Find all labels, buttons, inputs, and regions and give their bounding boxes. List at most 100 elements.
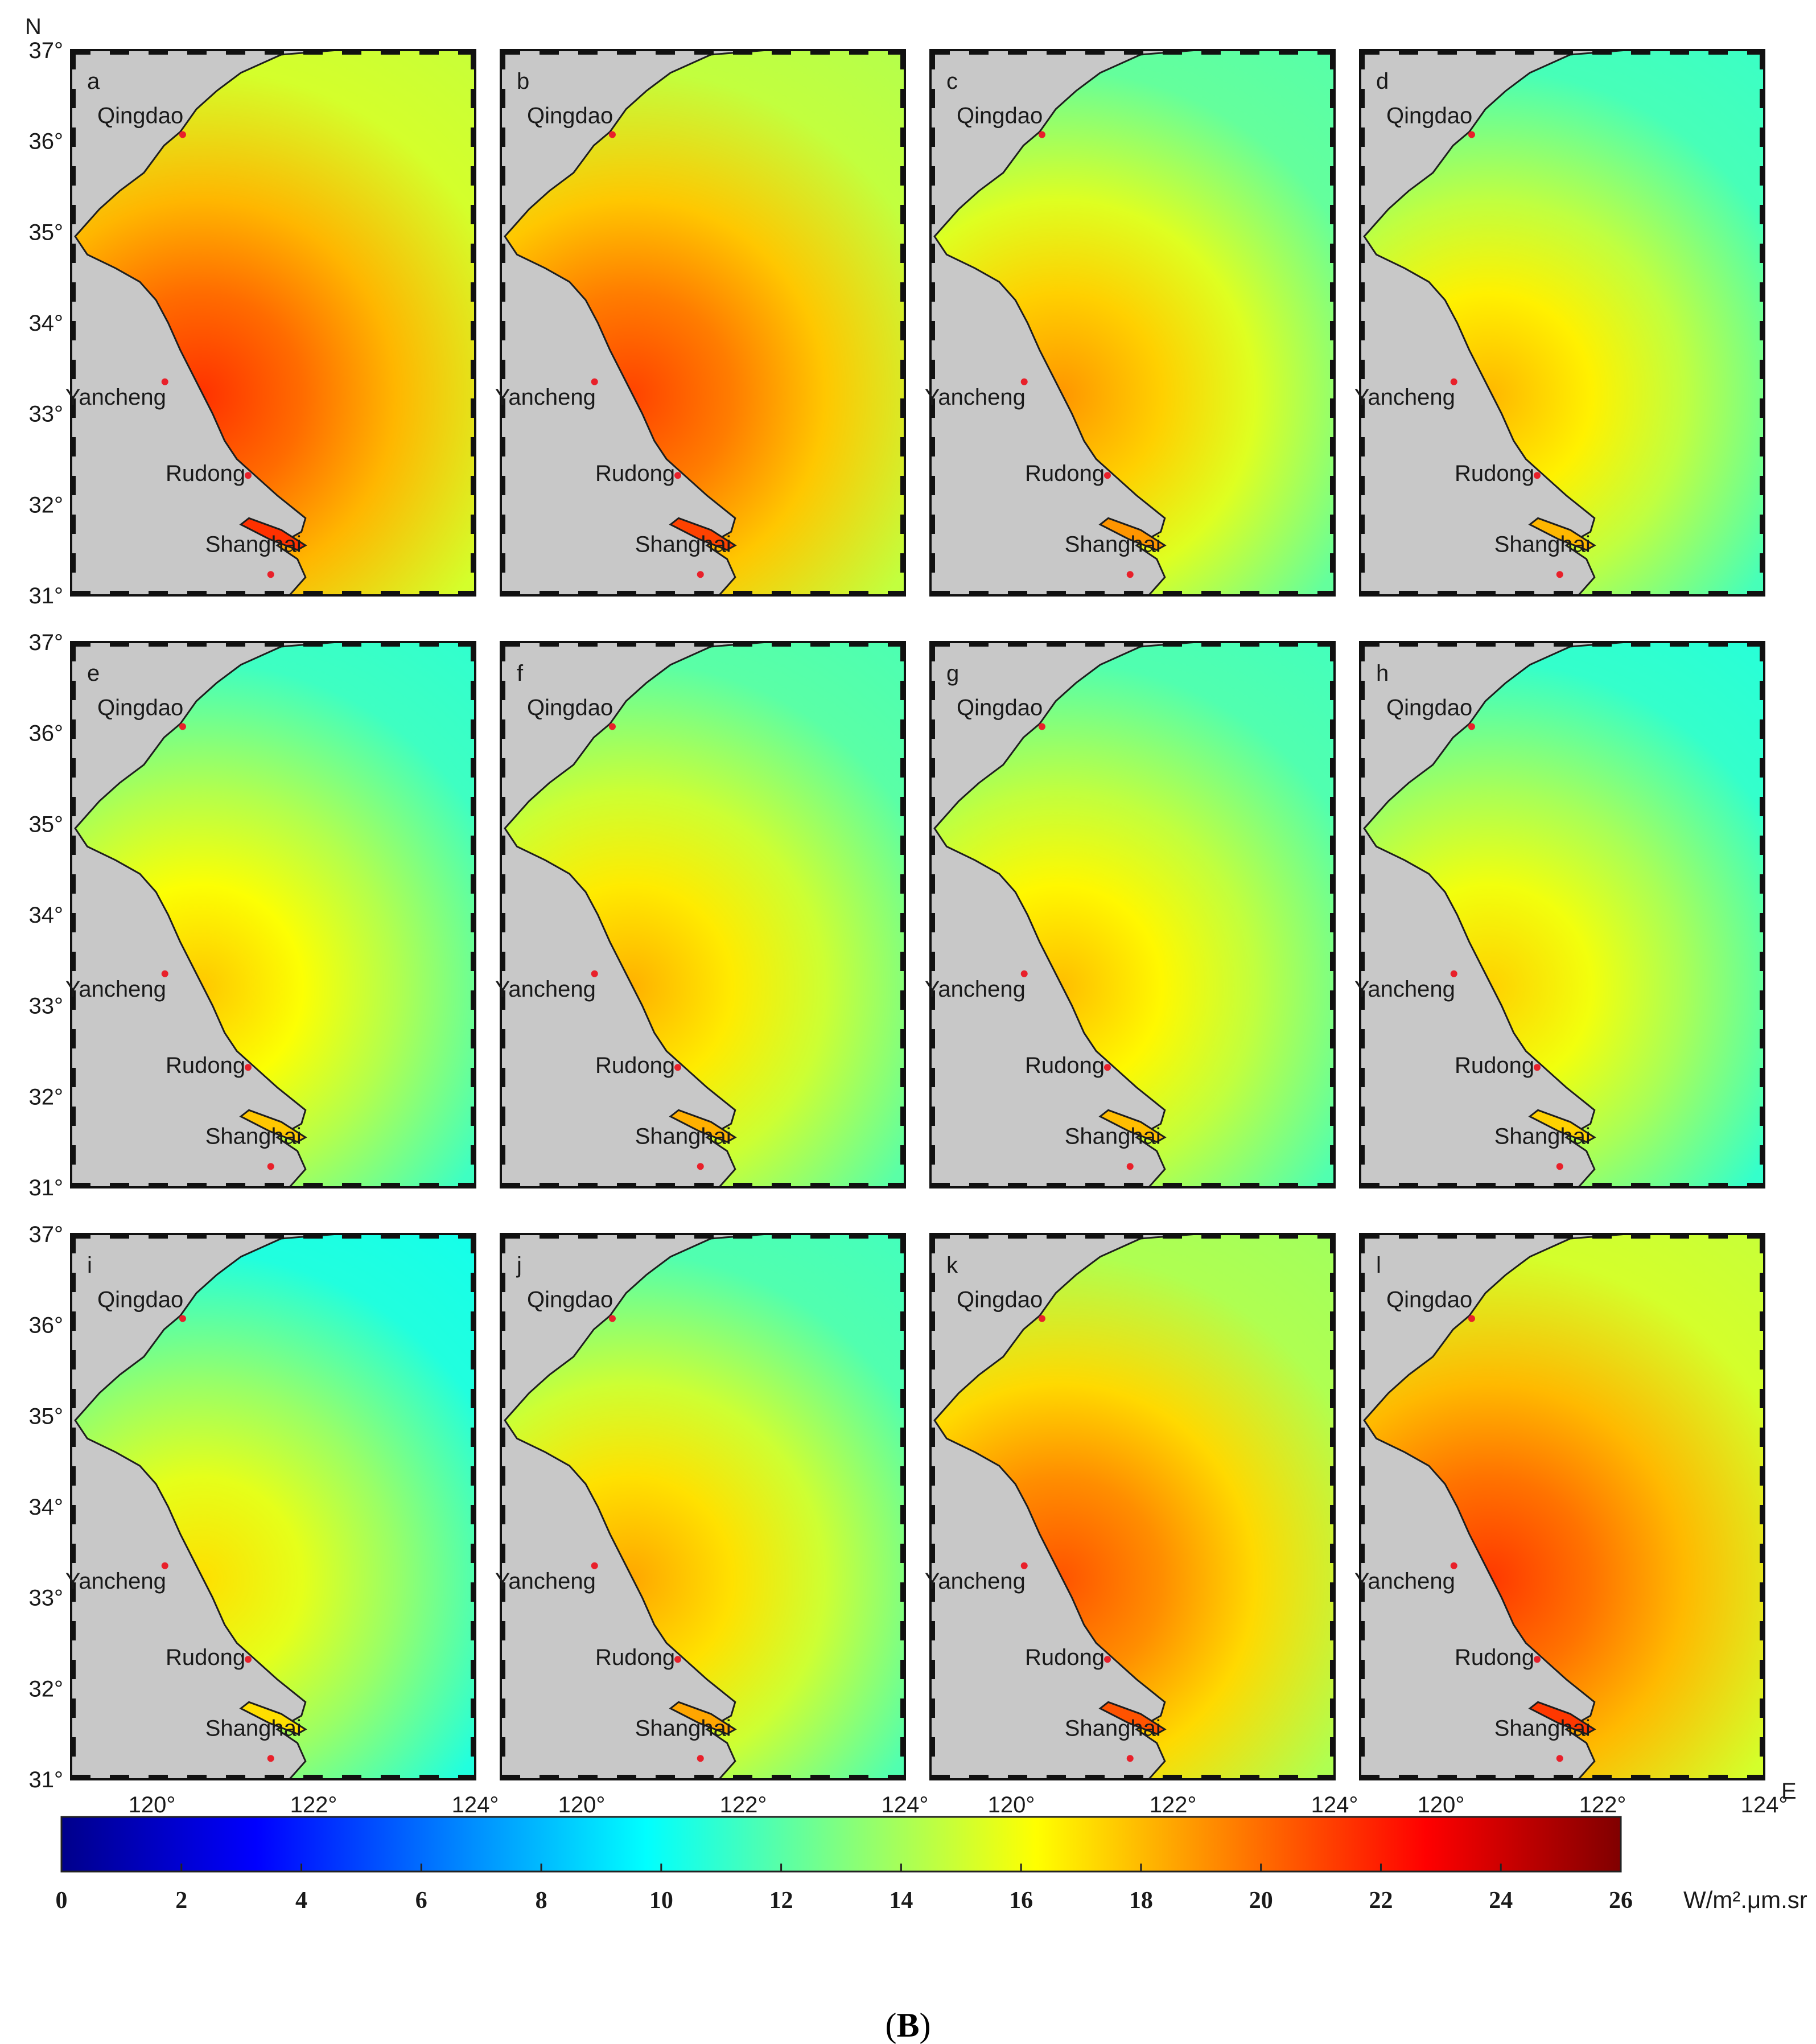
lat-tick-label: 34°: [29, 903, 64, 928]
lat-tick-label: 33°: [29, 994, 64, 1019]
colorbar-tick-label: 6: [415, 1887, 427, 1914]
city-label-qingdao: Qingdao: [957, 103, 1043, 128]
city-marker: [179, 1315, 186, 1322]
lat-tick-label: 35°: [29, 812, 64, 837]
city-label-qingdao: Qingdao: [1386, 103, 1472, 128]
city-marker: [267, 1755, 274, 1762]
city-marker: [1103, 1656, 1111, 1663]
city-marker: [1556, 1755, 1563, 1762]
city-marker: [608, 723, 616, 730]
island: [669, 1701, 737, 1735]
city-marker: [1450, 378, 1457, 385]
city-marker: [1533, 1656, 1541, 1663]
caption-letter: B: [896, 2006, 920, 2044]
map-panel-d: d Qingdao Yancheng Rudong Shanghai: [1354, 49, 1765, 597]
city-label-rudong: Rudong: [595, 1053, 675, 1078]
city-marker: [267, 571, 274, 578]
lat-tick-label: 37°: [29, 38, 64, 63]
city-marker: [161, 1562, 168, 1569]
panel-letter: h: [1376, 661, 1389, 686]
city-label-yancheng: Yancheng: [65, 1569, 166, 1594]
lat-tick-label: 35°: [29, 220, 64, 245]
colorbar-tick-label: 16: [1009, 1887, 1033, 1914]
lon-tick-label: 120°: [558, 1792, 606, 1817]
city-label-yancheng: Yancheng: [65, 385, 166, 410]
map-panel-g: g Qingdao Yancheng Rudong Shanghai: [925, 641, 1336, 1188]
city-label-rudong: Rudong: [1455, 461, 1534, 486]
city-marker: [1533, 472, 1541, 479]
city-label-rudong: Rudong: [166, 461, 245, 486]
lat-tick-label: 33°: [29, 402, 64, 427]
map-panel-c: c Qingdao Yancheng Rudong Shanghai: [925, 49, 1336, 597]
city-marker: [1468, 1315, 1475, 1322]
lon-tick-label: 122°: [1150, 1792, 1197, 1817]
city-label-shanghai: Shanghai: [635, 1124, 731, 1149]
colorbar-tick-label: 18: [1129, 1887, 1153, 1914]
city-label-yancheng: Yancheng: [1354, 385, 1455, 410]
city-label-shanghai: Shanghai: [205, 1124, 302, 1149]
lat-tick-label: 31°: [29, 583, 64, 608]
island: [1098, 1701, 1167, 1735]
colorbar-tick-label: 14: [889, 1887, 913, 1914]
island: [239, 517, 307, 551]
lat-tick-label: 34°: [29, 311, 64, 336]
city-label-shanghai: Shanghai: [1065, 532, 1161, 557]
north-label: N: [25, 14, 42, 39]
map-panel-h: h Qingdao Yancheng Rudong Shanghai: [1354, 641, 1765, 1188]
city-marker: [1126, 1755, 1134, 1762]
panel-letter: i: [87, 1253, 92, 1278]
lat-tick-label: 32°: [29, 1676, 64, 1701]
caption-open: (: [885, 2006, 897, 2044]
city-label-qingdao: Qingdao: [97, 103, 183, 128]
island: [1098, 1109, 1167, 1143]
city-label-shanghai: Shanghai: [1065, 1124, 1161, 1149]
city-label-qingdao: Qingdao: [97, 695, 183, 720]
map-panel-e: e Qingdao Yancheng Rudong Shanghai 31° 32° 33° 3…: [29, 630, 476, 1200]
island: [669, 517, 737, 551]
city-label-rudong: Rudong: [166, 1053, 245, 1078]
panel-letter: l: [1376, 1253, 1381, 1278]
colorbar-tick-label: 24: [1489, 1887, 1513, 1914]
colorbar-tick-label: 20: [1249, 1887, 1273, 1914]
city-marker: [1126, 571, 1134, 578]
city-label-shanghai: Shanghai: [205, 532, 302, 557]
colorbar-unit: W/m².μm.sr: [1683, 1886, 1807, 1913]
city-label-shanghai: Shanghai: [1494, 1716, 1591, 1741]
city-marker: [1103, 472, 1111, 479]
colorbar-tick-label: 4: [295, 1887, 307, 1914]
city-marker: [697, 1163, 704, 1170]
figure-caption: (B): [0, 2008, 1816, 2042]
colorbar-tick-label: 10: [649, 1887, 673, 1914]
city-label-shanghai: Shanghai: [635, 1716, 731, 1741]
island: [1528, 517, 1596, 551]
city-label-yancheng: Yancheng: [925, 1569, 1026, 1594]
lon-tick-label: 124°: [452, 1792, 499, 1817]
city-marker: [1038, 1315, 1045, 1322]
panel-letter: a: [87, 69, 100, 94]
island: [1528, 1109, 1596, 1143]
city-label-qingdao: Qingdao: [957, 695, 1043, 720]
city-label-yancheng: Yancheng: [1354, 977, 1455, 1002]
panel-letter: f: [517, 661, 524, 686]
city-marker: [1020, 970, 1028, 977]
colorbar-tick-label: 26: [1609, 1887, 1633, 1914]
city-label-rudong: Rudong: [1025, 1053, 1105, 1078]
city-marker: [1533, 1064, 1541, 1071]
lat-tick-label: 35°: [29, 1404, 64, 1429]
lon-tick-label: 120°: [988, 1792, 1035, 1817]
city-label-yancheng: Yancheng: [1354, 1569, 1455, 1594]
city-label-rudong: Rudong: [1025, 461, 1105, 486]
lon-tick-label: 124°: [1311, 1792, 1358, 1817]
city-label-yancheng: Yancheng: [495, 977, 596, 1002]
city-marker: [1556, 1163, 1563, 1170]
lat-tick-label: 31°: [29, 1767, 64, 1792]
lat-tick-label: 36°: [29, 129, 64, 154]
city-marker: [674, 1656, 681, 1663]
caption-close: ): [919, 2006, 931, 2044]
city-label-qingdao: Qingdao: [527, 103, 613, 128]
